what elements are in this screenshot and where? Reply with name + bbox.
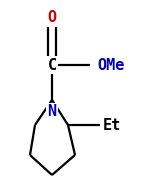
- Text: OMe: OMe: [97, 57, 124, 73]
- Text: Et: Et: [103, 117, 121, 133]
- Text: N: N: [47, 104, 57, 120]
- Text: C: C: [47, 57, 57, 73]
- Text: O: O: [47, 11, 57, 26]
